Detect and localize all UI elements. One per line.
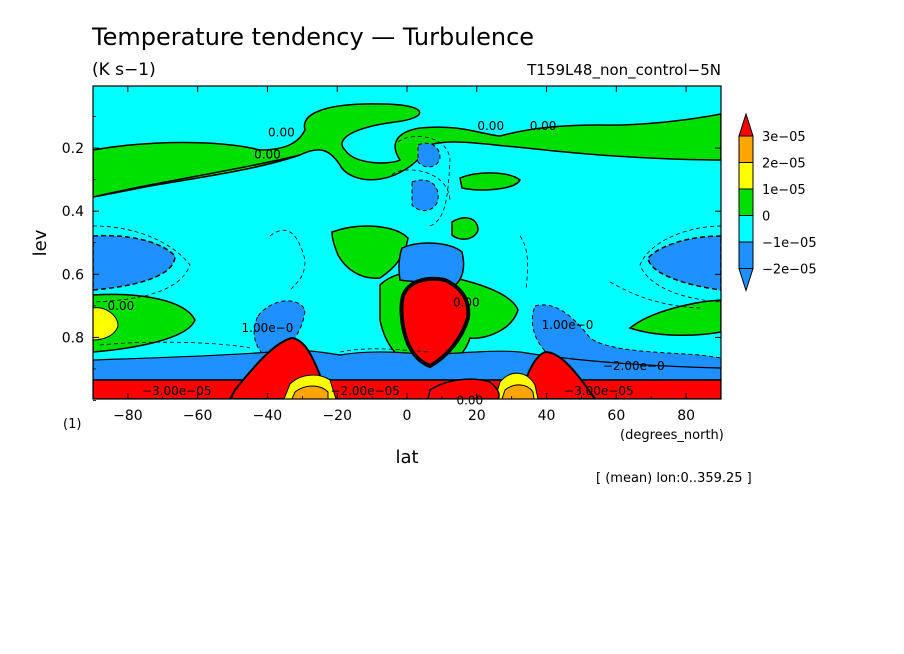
field-blue-right-lobe [647, 235, 721, 291]
y-axis-ticks: 0.2 0.4 0.6 0.8 [62, 116, 721, 401]
colorbar-label: 1e−05 [762, 183, 806, 198]
x-tick-label: 60 [607, 408, 625, 424]
contour-label: 0.00 [453, 296, 480, 310]
contour-label: 0.00 [477, 119, 504, 133]
dashed-contours [93, 136, 721, 353]
colorbar-segment [738, 215, 754, 243]
field-green-right-lower [628, 299, 721, 336]
x-tick-label: 80 [677, 408, 695, 424]
contour-label: 0.00 [254, 147, 281, 161]
colorbar-label: 2e−05 [762, 157, 806, 172]
x-tick-label: 20 [468, 408, 486, 424]
colorbar-label: −2e−05 [762, 263, 817, 278]
field-green-blob-small [451, 217, 479, 240]
colorbar-bottom-arrow [738, 268, 754, 293]
field-upper-green-band [93, 103, 721, 198]
x-tick-label: −20 [322, 408, 352, 424]
field-yellow-left [93, 307, 119, 341]
run-label: T159L48_non_control−5N [526, 61, 721, 80]
contour-label: 0.00 [268, 125, 295, 139]
contour-label: 0.00 [530, 119, 557, 133]
contour-label: −2.00e−05 [330, 384, 399, 398]
footnote: [ (mean) lon:0..359.25 ] [596, 471, 752, 486]
contour-label: −3.00e−05 [564, 384, 633, 398]
field-blue-left-midlat [253, 300, 306, 359]
field-orange-bottom-right [501, 384, 535, 399]
contour-label: 1.00e−0 [542, 318, 594, 332]
plot-area: 0.00 0.00 0.00 0.00 0.00 0.00 1.00e−0 1.00e−0 −2… [62, 85, 722, 424]
x-tick-label: 40 [538, 408, 556, 424]
x-axis-ticks: −80 −60 −40 −20 0 20 40 60 80 [92, 86, 722, 424]
field-blue-cell-upper [417, 142, 441, 168]
field-red-central-blob [399, 276, 471, 369]
field-green-patch-tr [459, 172, 521, 191]
y-axis-label: lev [30, 229, 51, 256]
x-axis-label: lat [395, 447, 418, 468]
field-green-blob-mid [331, 225, 409, 279]
colorbar-segment [738, 241, 754, 269]
contour-field [93, 86, 721, 399]
units-label: (K s−1) [92, 60, 156, 80]
y-tick-label: 0.6 [62, 267, 84, 283]
x-tick-label: 0 [403, 408, 412, 424]
colorbar-label: 0 [762, 210, 770, 225]
field-green-left-lower [93, 293, 196, 353]
field-blue-cell-middle [411, 179, 439, 212]
colorbar-segment [738, 162, 754, 190]
contour-label: −3.00e−05 [142, 384, 211, 398]
colorbar-top-arrow [738, 112, 754, 137]
field-red-equator-bottom [427, 378, 500, 399]
y-tick-label: 0.4 [62, 204, 84, 220]
contour-label: 0.00 [108, 299, 135, 313]
contour-label: 1.00e−0 [242, 321, 294, 335]
x-axis-units: (degrees_north) [620, 428, 724, 443]
x-tick-label: −60 [183, 408, 213, 424]
y-axis-units: (1) [63, 417, 81, 432]
contour-label: 0.00 [456, 394, 483, 408]
y-tick-label: 0.8 [62, 330, 84, 346]
x-tick-label: −40 [253, 408, 283, 424]
field-blue-left-lobe [93, 234, 176, 291]
chart-title: Temperature tendency — Turbulence [91, 23, 534, 51]
colorbar-segment [738, 188, 754, 216]
colorbar-label: 3e−05 [762, 130, 806, 145]
y-tick-label: 0.2 [62, 141, 84, 157]
contour-zero-upper [93, 154, 301, 198]
colorbar: 3e−05 2e−05 1e−05 0 −1e−05 −2e−05 [738, 112, 817, 293]
x-tick-label: −80 [113, 408, 143, 424]
colorbar-label: −1e−05 [762, 236, 817, 251]
field-orange-bottom-left [291, 385, 329, 399]
colorbar-segment [738, 135, 754, 163]
contour-label: −2.00e−0 [603, 359, 665, 373]
